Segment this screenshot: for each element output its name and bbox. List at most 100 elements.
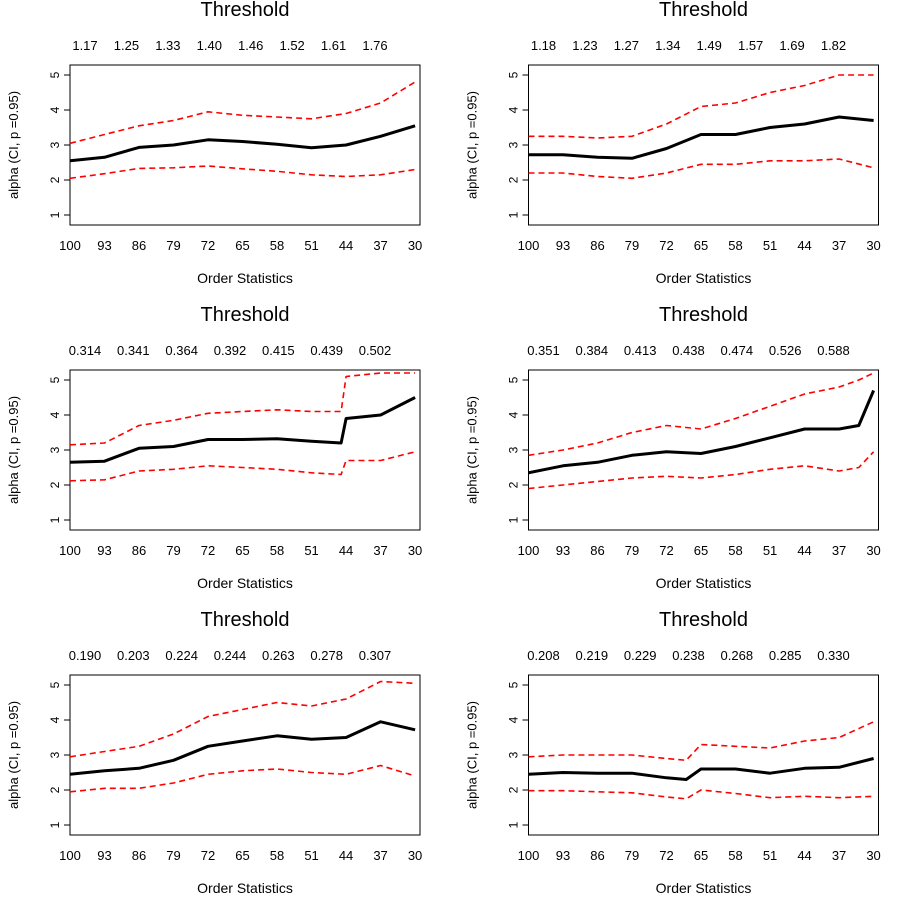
x-tick-label: 44 — [797, 238, 811, 253]
y-tick-label: 3 — [48, 446, 62, 453]
chart-title: Threshold — [201, 609, 290, 631]
threshold-label: 0.438 — [672, 343, 705, 358]
y-tick-label: 4 — [48, 411, 62, 418]
x-tick-label: 86 — [132, 238, 146, 253]
chart-title: Threshold — [201, 0, 290, 21]
x-tick-label: 79 — [625, 848, 639, 863]
y-tick-label: 2 — [507, 481, 521, 488]
series-lower-line — [70, 764, 416, 793]
chart-title: Threshold — [201, 304, 290, 326]
y-axis-label: alpha (CI, p =0.95) — [465, 91, 480, 199]
x-tick-label: 44 — [339, 238, 353, 253]
series-estimate-line — [70, 124, 416, 163]
y-tick-label: 2 — [48, 786, 62, 793]
series-lower-line — [70, 451, 416, 482]
x-axis-label: Order Statistics — [197, 575, 293, 591]
threshold-label: 0.208 — [527, 648, 560, 663]
x-tick-label: 100 — [59, 848, 81, 863]
x-tick-label: 65 — [694, 848, 708, 863]
x-tick-label: 100 — [59, 543, 81, 558]
x-tick-label: 100 — [59, 238, 81, 253]
x-tick-label: 100 — [518, 543, 540, 558]
x-tick-label: 79 — [625, 543, 639, 558]
threshold-label: 1.23 — [572, 38, 597, 53]
x-tick-label: 86 — [132, 543, 146, 558]
chart-panel-4: Threshold 0.351 0.384 0.413 0.438 0.474 0.526 0… — [465, 304, 881, 591]
y-tick-label: 1 — [48, 821, 62, 828]
y-tick-label: 3 — [507, 751, 521, 758]
threshold-label: 0.268 — [721, 648, 754, 663]
x-axis-label: Order Statistics — [656, 880, 752, 896]
threshold-label: 1.46 — [238, 38, 263, 53]
threshold-label: 0.413 — [624, 343, 657, 358]
y-tick-label: 5 — [48, 376, 62, 383]
x-tick-label: 79 — [625, 238, 639, 253]
y-tick-label: 1 — [507, 516, 521, 523]
threshold-label: 0.229 — [624, 648, 657, 663]
x-tick-label: 79 — [166, 238, 180, 253]
x-tick-label: 51 — [304, 238, 318, 253]
series-upper-line — [70, 680, 416, 758]
y-tick-label: 2 — [507, 176, 521, 183]
y-tick-label: 3 — [507, 446, 521, 453]
x-axis-label: Order Statistics — [197, 880, 293, 896]
x-tick-label: 58 — [728, 543, 742, 558]
threshold-label: 1.57 — [738, 38, 763, 53]
plot-frame — [69, 64, 421, 226]
x-axis-label: Order Statistics — [656, 575, 752, 591]
threshold-label: 0.263 — [262, 648, 295, 663]
y-tick-label: 4 — [48, 716, 62, 723]
threshold-label: 0.415 — [262, 343, 295, 358]
threshold-label: 0.190 — [69, 648, 102, 663]
y-tick-label: 2 — [48, 481, 62, 488]
x-tick-label: 51 — [763, 848, 777, 863]
x-tick-label: 93 — [556, 238, 570, 253]
threshold-label: 1.52 — [279, 38, 304, 53]
x-tick-label: 30 — [408, 848, 422, 863]
threshold-label: 1.27 — [614, 38, 639, 53]
x-tick-label: 86 — [590, 543, 604, 558]
x-tick-label: 65 — [694, 543, 708, 558]
chart-title: Threshold — [659, 304, 748, 326]
x-tick-label: 30 — [866, 543, 880, 558]
x-tick-label: 93 — [556, 543, 570, 558]
series-lower-line — [528, 158, 874, 180]
x-tick-label: 79 — [166, 848, 180, 863]
chart-panel-5: Threshold 0.190 0.203 0.224 0.244 0.263 0.278 0… — [6, 609, 422, 896]
x-axis-label: Order Statistics — [197, 270, 293, 286]
x-tick-label: 44 — [339, 543, 353, 558]
threshold-label: 1.76 — [362, 38, 387, 53]
chart-panel-1: Threshold 1.17 1.25 1.33 1.40 1.46 1.52 1.61 1.7… — [6, 0, 422, 286]
y-axis-label: alpha (CI, p =0.95) — [465, 396, 480, 504]
series-lower-line — [70, 165, 416, 180]
y-tick-label: 3 — [48, 141, 62, 148]
x-tick-label: 30 — [408, 543, 422, 558]
series-upper-line — [528, 372, 874, 457]
chart-panel-3: Threshold 0.314 0.341 0.364 0.392 0.415 0.439 0… — [6, 304, 422, 591]
x-tick-label: 93 — [556, 848, 570, 863]
threshold-label: 1.33 — [155, 38, 180, 53]
x-tick-label: 51 — [304, 848, 318, 863]
y-tick-label: 1 — [507, 211, 521, 218]
y-tick-label: 4 — [507, 716, 521, 723]
x-tick-label: 100 — [518, 848, 540, 863]
x-tick-label: 44 — [797, 543, 811, 558]
x-tick-label: 72 — [201, 238, 215, 253]
series-lower-line — [528, 789, 874, 800]
x-tick-label: 44 — [797, 848, 811, 863]
x-tick-label: 86 — [132, 848, 146, 863]
x-tick-label: 37 — [832, 848, 846, 863]
x-tick-label: 93 — [97, 848, 111, 863]
x-tick-label: 51 — [763, 238, 777, 253]
x-tick-label: 30 — [408, 238, 422, 253]
threshold-label: 1.40 — [197, 38, 222, 53]
x-tick-label: 37 — [373, 543, 387, 558]
plot-frame — [69, 674, 421, 836]
threshold-label: 0.224 — [165, 648, 198, 663]
threshold-label: 0.244 — [214, 648, 247, 663]
x-tick-label: 30 — [866, 848, 880, 863]
x-tick-label: 72 — [659, 848, 673, 863]
x-tick-label: 65 — [235, 543, 249, 558]
x-axis-label: Order Statistics — [656, 270, 752, 286]
